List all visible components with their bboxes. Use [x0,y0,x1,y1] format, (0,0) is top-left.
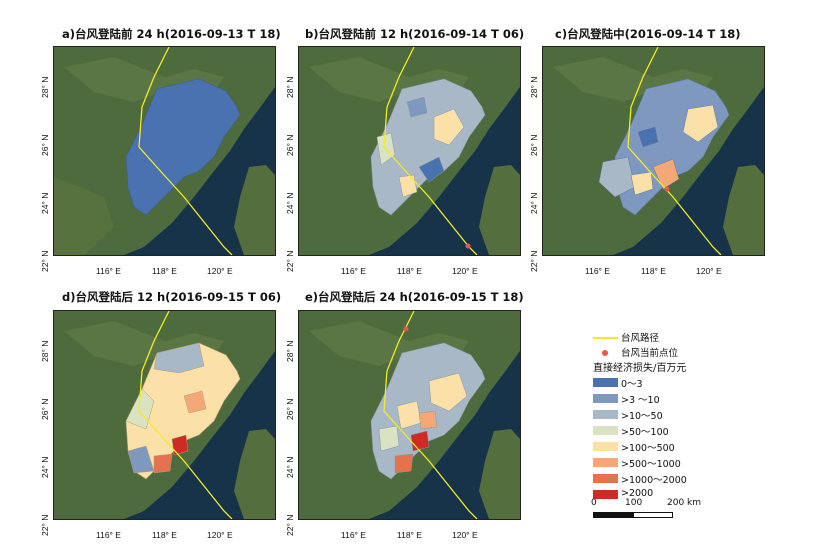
track-line-icon [593,337,618,339]
lon-label: 116° E [96,266,121,276]
lat-label: 28° N [285,76,295,98]
panel-title: a)台风登陆前 24 h(2016-09-13 T 18) [62,27,281,41]
lat-label: 24° N [285,192,295,214]
lat-label: 22° N [285,514,295,536]
lat-label: 22° N [40,250,50,272]
legend-track-label: 台风路径 [621,333,660,344]
typhoon-position-marker [664,186,670,192]
lat-label: 24° N [40,456,50,478]
scale-segment-light [633,512,673,518]
lat-label: 28° N [285,340,295,362]
lat-label: 28° N [40,340,50,362]
map-canvas [54,47,275,255]
lon-label: 120° E [207,530,233,540]
legend-title: 直接经济损失/百万元 [593,363,687,374]
lat-label: 26° N [40,398,50,420]
lat-label: 26° N [529,134,539,156]
lat-label: 24° N [40,192,50,214]
legend-class-label: 0～3 [621,379,643,390]
map-canvas [299,311,520,519]
map-frame [298,310,521,520]
map-frame [542,46,765,256]
map-frame [53,46,276,256]
map-frame [53,310,276,520]
scale-bar: 0 100 200 km [591,498,743,528]
lat-label: 28° N [529,76,539,98]
lat-label: 22° N [529,250,539,272]
panel-title: e)台风登陆后 24 h(2016-09-15 T 18) [305,290,524,304]
lon-label: 116° E [96,530,121,540]
lat-label: 26° N [285,134,295,156]
lon-label: 120° E [452,266,478,276]
lon-label: 120° E [696,266,722,276]
panel-title: c)台风登陆中(2016-09-14 T 18) [555,27,741,41]
legend-swatch [593,394,618,403]
lat-label: 26° N [285,398,295,420]
map-frame [298,46,521,256]
map-canvas [543,47,764,255]
lon-label: 116° E [585,266,610,276]
lat-label: 26° N [40,134,50,156]
lon-label: 118° E [152,266,177,276]
legend-swatch [593,378,618,387]
legend-class-label: >10～50 [621,411,663,422]
lon-label: 120° E [207,266,233,276]
legend-swatch [593,490,618,499]
typhoon-track-line [138,47,233,255]
lon-label: 118° E [397,266,422,276]
legend-class-label: >500～1000 [621,459,681,470]
map-canvas [54,311,275,519]
legend-swatch [593,458,618,467]
typhoon-track-line [383,47,478,255]
lon-label: 120° E [452,530,478,540]
lon-label: 118° E [152,530,177,540]
legend-class-label: >3 ～10 [621,395,660,406]
scale-tick-label: 200 km [667,498,702,508]
scale-tick-label: 0 [591,498,597,508]
scale-segment-dark [593,512,635,518]
legend-swatch [593,426,618,435]
typhoon-track-line [383,311,478,519]
legend-class-label: >100～500 [621,443,675,454]
legend-class-label: >50～100 [621,427,669,438]
lat-label: 22° N [285,250,295,272]
lat-label: 24° N [529,192,539,214]
lat-label: 28° N [40,76,50,98]
lon-label: 116° E [341,530,366,540]
panel-title: d)台风登陆后 12 h(2016-09-15 T 06) [62,290,282,304]
lon-label: 118° E [641,266,666,276]
map-canvas [299,47,520,255]
legend-position-label: 台风当前点位 [621,348,679,359]
lat-label: 24° N [285,456,295,478]
legend-swatch [593,410,618,419]
lat-label: 22° N [40,514,50,536]
lon-label: 118° E [397,530,422,540]
legend-swatch [593,442,618,451]
panel-title: b)台风登陆前 12 h(2016-09-14 T 06) [305,27,525,41]
legend-class-label: >2000 [621,488,654,499]
position-marker-icon [602,350,608,356]
lon-label: 116° E [341,266,366,276]
typhoon-position-marker [465,243,471,249]
typhoon-position-marker [403,326,409,332]
region-fill [125,78,241,216]
legend-class-label: >1000～2000 [621,475,687,486]
scale-tick-label: 100 [625,498,643,508]
legend-swatch [593,474,618,483]
typhoon-track-line [627,47,722,255]
typhoon-track-line [138,311,233,519]
